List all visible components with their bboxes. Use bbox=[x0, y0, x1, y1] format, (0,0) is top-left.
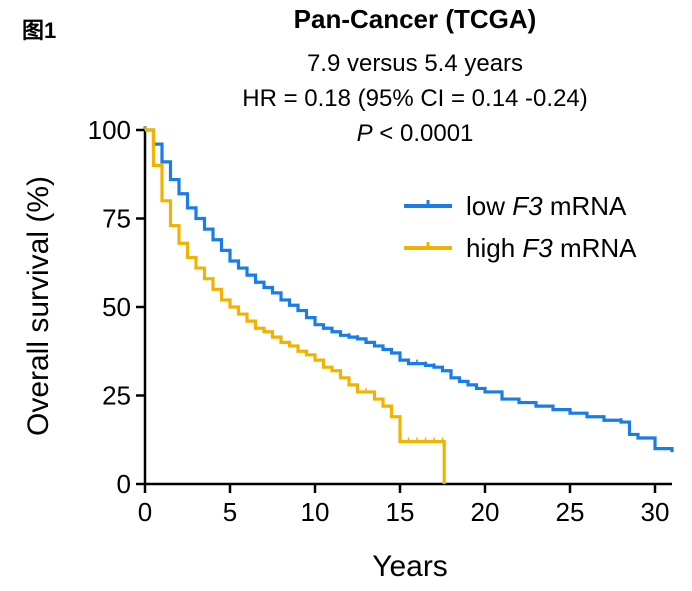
legend-item-high: high F3 mRNA bbox=[404, 233, 637, 263]
legend-low-gene: F3 bbox=[512, 191, 543, 221]
y-tick-label-50: 50 bbox=[102, 292, 131, 322]
chart-subtitle-3: P < 0.0001 bbox=[357, 120, 474, 147]
legend-label-low: low F3 mRNA bbox=[466, 191, 627, 221]
figure-label: 图1 bbox=[22, 18, 56, 43]
x-axis-label: Years bbox=[372, 550, 448, 583]
x-tick-label-15: 15 bbox=[386, 497, 415, 527]
legend-label-high: high F3 mRNA bbox=[466, 233, 637, 263]
x-tick-label-20: 20 bbox=[471, 497, 500, 527]
legend-low-prefix: low bbox=[466, 191, 512, 221]
legend-high-gene: F3 bbox=[522, 233, 553, 263]
y-tick-label-75: 75 bbox=[102, 204, 131, 234]
y-axis-label: Overall survival (%) bbox=[22, 176, 55, 436]
y-tick-label-25: 25 bbox=[102, 381, 131, 411]
chart-subtitle-1: 7.9 versus 5.4 years bbox=[307, 50, 523, 77]
legend: low F3 mRNA high F3 mRNA bbox=[404, 191, 637, 263]
chart-subtitle-2: HR = 0.18 (95% CI = 0.14 -0.24) bbox=[242, 85, 588, 112]
x-tick-label-25: 25 bbox=[556, 497, 585, 527]
subtitle-3-prefix: P bbox=[357, 120, 373, 147]
subtitle-2-text: HR = 0.18 (95% CI = 0.14 -0.24) bbox=[242, 85, 588, 112]
plot-area: 0 25 50 75 100 0 5 10 15 20 25 30 bbox=[88, 115, 674, 527]
x-tick-label-10: 10 bbox=[301, 497, 330, 527]
series-line-1 bbox=[145, 128, 446, 484]
y-tick-label-100: 100 bbox=[88, 115, 131, 145]
x-tick-label-5: 5 bbox=[223, 497, 237, 527]
legend-item-low: low F3 mRNA bbox=[404, 191, 627, 221]
y-tick-label-0: 0 bbox=[117, 469, 131, 499]
subtitle-1-text: 7.9 versus 5.4 years bbox=[307, 50, 523, 77]
x-tick-label-30: 30 bbox=[641, 497, 670, 527]
series-line-0 bbox=[145, 128, 674, 453]
x-tick-label-0: 0 bbox=[138, 497, 152, 527]
legend-high-suffix: mRNA bbox=[553, 233, 637, 263]
chart-title: Pan-Cancer (TCGA) bbox=[294, 4, 537, 34]
legend-low-suffix: mRNA bbox=[543, 191, 627, 221]
subtitle-3-text: < 0.0001 bbox=[373, 120, 474, 147]
legend-high-prefix: high bbox=[466, 233, 522, 263]
